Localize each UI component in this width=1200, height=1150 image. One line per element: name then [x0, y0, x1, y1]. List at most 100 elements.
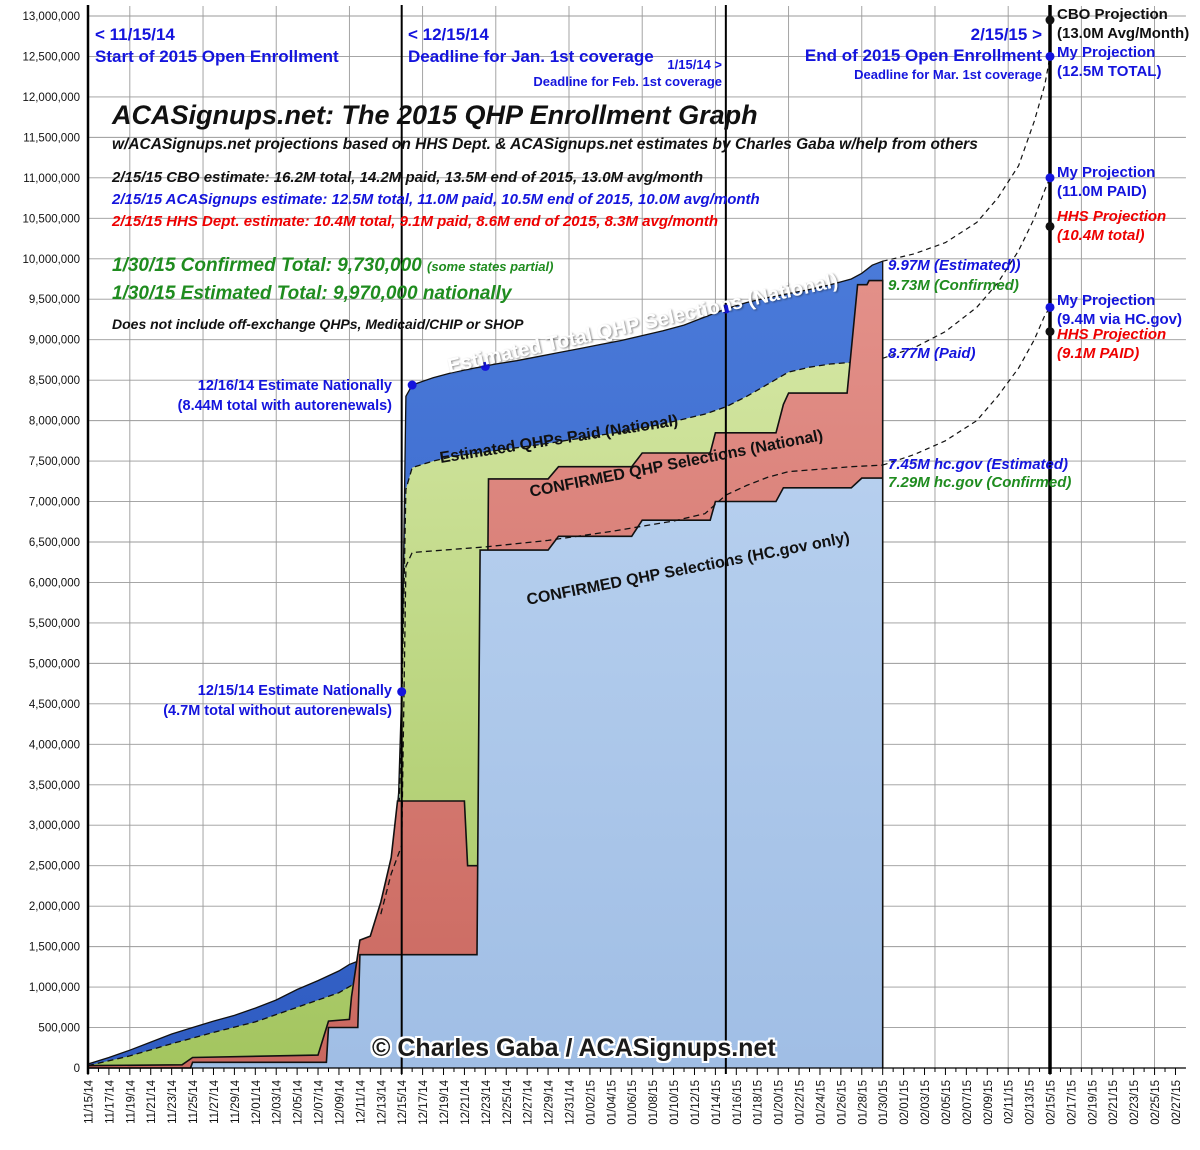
- disclaimer-line: Does not include off-exchange QHPs, Medi…: [112, 316, 524, 332]
- svg-text:12,500,000: 12,500,000: [22, 51, 80, 63]
- estimates-block: 2/15/15 CBO estimate: 16.2M total, 14.2M…: [112, 167, 760, 233]
- svg-text:5,000,000: 5,000,000: [29, 658, 80, 670]
- confirmed-total-note: (some states partial): [427, 259, 554, 274]
- svg-text:01/08/15: 01/08/15: [648, 1080, 660, 1125]
- svg-text:12/09/14: 12/09/14: [335, 1079, 347, 1124]
- hhs-projection-total-line1: HHS Projection: [1057, 208, 1167, 225]
- annotation-dec16-estimate: 12/16/14 Estimate Nationally (8.44M tota…: [150, 376, 392, 416]
- svg-text:01/18/15: 01/18/15: [753, 1080, 765, 1125]
- svg-text:12,000,000: 12,000,000: [22, 92, 80, 104]
- svg-text:10,000,000: 10,000,000: [22, 254, 80, 266]
- svg-text:5,500,000: 5,500,000: [29, 618, 80, 630]
- svg-text:01/12/15: 01/12/15: [690, 1080, 702, 1125]
- svg-text:11/21/14: 11/21/14: [146, 1079, 158, 1124]
- milestone-jan15: 1/15/14 > Deadline for Feb. 1st coverage: [500, 56, 722, 90]
- cbo-projection-line2: (13.0M Avg/Month): [1057, 25, 1190, 42]
- cbo-projection-line1: CBO Projection: [1057, 6, 1168, 23]
- confirmed-total-line: 1/30/15 Confirmed Total: 9,730,000 (some…: [112, 252, 553, 280]
- svg-text:11/27/14: 11/27/14: [209, 1079, 221, 1124]
- svg-text:02/15/15: 02/15/15: [1046, 1080, 1058, 1125]
- svg-text:02/23/15: 02/23/15: [1129, 1080, 1141, 1125]
- svg-text:02/07/15: 02/07/15: [962, 1080, 974, 1125]
- svg-text:9,000,000: 9,000,000: [29, 335, 80, 347]
- svg-text:12/29/14: 12/29/14: [544, 1079, 556, 1124]
- svg-text:11/25/14: 11/25/14: [188, 1079, 200, 1124]
- milestone-dec15: < 12/15/14 Deadline for Jan. 1st coverag…: [408, 24, 654, 68]
- projection-curves: [882, 56, 1051, 466]
- svg-text:02/05/15: 02/05/15: [941, 1080, 953, 1125]
- svg-text:01/14/15: 01/14/15: [711, 1080, 723, 1125]
- confirmed-total-text: 1/30/15 Confirmed Total: 9,730,000: [112, 255, 422, 276]
- svg-text:01/20/15: 01/20/15: [774, 1080, 786, 1125]
- svg-text:01/16/15: 01/16/15: [732, 1080, 744, 1125]
- svg-text:12/11/14: 12/11/14: [355, 1079, 367, 1124]
- milestone-start: < 11/15/14 Start of 2015 Open Enrollment: [95, 24, 339, 68]
- milestone-dec15-text: Deadline for Jan. 1st coverage: [408, 47, 654, 66]
- my-projection-total-line2: (12.5M TOTAL): [1057, 63, 1162, 80]
- svg-text:11/19/14: 11/19/14: [125, 1079, 137, 1124]
- svg-text:3,500,000: 3,500,000: [29, 780, 80, 792]
- svg-text:11/15/14: 11/15/14: [84, 1079, 96, 1124]
- svg-text:12/03/14: 12/03/14: [272, 1079, 284, 1124]
- data-areas: [87, 260, 884, 1069]
- my-projection-paid-label: My Projection (11.0M PAID): [1057, 163, 1155, 201]
- svg-text:02/19/15: 02/19/15: [1087, 1080, 1099, 1125]
- milestone-feb15-date: 2/15/15 >: [970, 25, 1042, 44]
- svg-text:3,000,000: 3,000,000: [29, 820, 80, 832]
- svg-text:01/28/15: 01/28/15: [857, 1080, 869, 1125]
- svg-text:01/02/15: 01/02/15: [585, 1080, 597, 1125]
- milestone-dec15-date: < 12/15/14: [408, 25, 489, 44]
- svg-text:01/10/15: 01/10/15: [669, 1080, 681, 1125]
- svg-text:9,500,000: 9,500,000: [29, 294, 80, 306]
- annotation-dec16-line1: 12/16/14 Estimate Nationally: [197, 378, 392, 394]
- svg-text:2,000,000: 2,000,000: [29, 901, 80, 913]
- my-projection-hcgov-line2: (9.4M via HC.gov): [1057, 311, 1183, 328]
- my-projection-hcgov-label: My Projection (9.4M via HC.gov): [1057, 291, 1182, 329]
- svg-text:01/24/15: 01/24/15: [816, 1080, 828, 1125]
- annotation-dec15-line1: 12/15/14 Estimate Nationally: [197, 683, 392, 699]
- svg-text:12/25/14: 12/25/14: [502, 1079, 514, 1124]
- svg-text:0: 0: [74, 1063, 80, 1075]
- area-3: [88, 478, 883, 1069]
- page-title: ACASignups.net: The 2015 QHP Enrollment …: [112, 100, 758, 130]
- svg-text:02/21/15: 02/21/15: [1108, 1080, 1120, 1125]
- annotation-dec15-estimate: 12/15/14 Estimate Nationally (4.7M total…: [150, 681, 392, 721]
- svg-text:4,500,000: 4,500,000: [29, 699, 80, 711]
- svg-text:02/27/15: 02/27/15: [1171, 1080, 1183, 1125]
- svg-text:2,500,000: 2,500,000: [29, 861, 80, 873]
- hhs-projection-total-line2: (10.4M total): [1057, 227, 1145, 244]
- hhs-projection-paid-label: HHS Projection (9.1M PAID): [1057, 325, 1166, 363]
- end-label-paid: 8.77M (Paid): [888, 345, 976, 362]
- cbo-estimate-line: 2/15/15 CBO estimate: 16.2M total, 14.2M…: [112, 169, 704, 186]
- milestone-feb15-text2: Deadline for Mar. 1st coverage: [854, 67, 1042, 82]
- end-label-estimated: 9.97M (Estimated)): [888, 257, 1021, 274]
- svg-text:02/13/15: 02/13/15: [1025, 1080, 1037, 1125]
- svg-text:11/17/14: 11/17/14: [104, 1079, 116, 1124]
- end-label-hcgov-confirmed: 7.29M hc.gov (Confirmed): [888, 474, 1072, 491]
- cbo-projection-label: CBO Projection (13.0M Avg/Month): [1057, 5, 1189, 43]
- my-projection-paid-line2: (11.0M PAID): [1057, 183, 1147, 200]
- svg-text:12/23/14: 12/23/14: [481, 1079, 493, 1124]
- svg-text:12/19/14: 12/19/14: [439, 1079, 451, 1124]
- svg-text:8,500,000: 8,500,000: [29, 375, 80, 387]
- hhs-projection-total-label: HHS Projection (10.4M total): [1057, 207, 1166, 245]
- svg-text:02/25/15: 02/25/15: [1150, 1080, 1162, 1125]
- svg-text:11,000,000: 11,000,000: [23, 173, 80, 185]
- svg-text:02/11/15: 02/11/15: [1004, 1080, 1016, 1124]
- svg-text:1,000,000: 1,000,000: [29, 982, 80, 994]
- annotation-dec16-line2: (8.44M total with autorenewals): [177, 398, 392, 414]
- svg-text:01/26/15: 01/26/15: [836, 1080, 848, 1125]
- y-tick-labels: 13,000,000 12,500,000 12,000,000 11,500,000…: [22, 11, 80, 1075]
- x-ticks-labels: 11/15/14 11/17/14 11/19/14 11/21/14 11/23/14…: [84, 1068, 1183, 1125]
- svg-text:12/01/14: 12/01/14: [251, 1079, 263, 1124]
- milestone-jan15-text: Deadline for Feb. 1st coverage: [533, 74, 722, 89]
- milestone-jan15-date: 1/15/14 >: [667, 57, 722, 72]
- svg-text:01/22/15: 01/22/15: [795, 1080, 807, 1125]
- svg-text:4,000,000: 4,000,000: [29, 739, 80, 751]
- svg-text:02/17/15: 02/17/15: [1066, 1080, 1078, 1125]
- svg-text:11/29/14: 11/29/14: [230, 1079, 242, 1124]
- hhs-estimate-line: 2/15/15 HHS Dept. estimate: 10.4M total,…: [112, 213, 719, 230]
- my-projection-total-line1: My Projection: [1057, 44, 1156, 61]
